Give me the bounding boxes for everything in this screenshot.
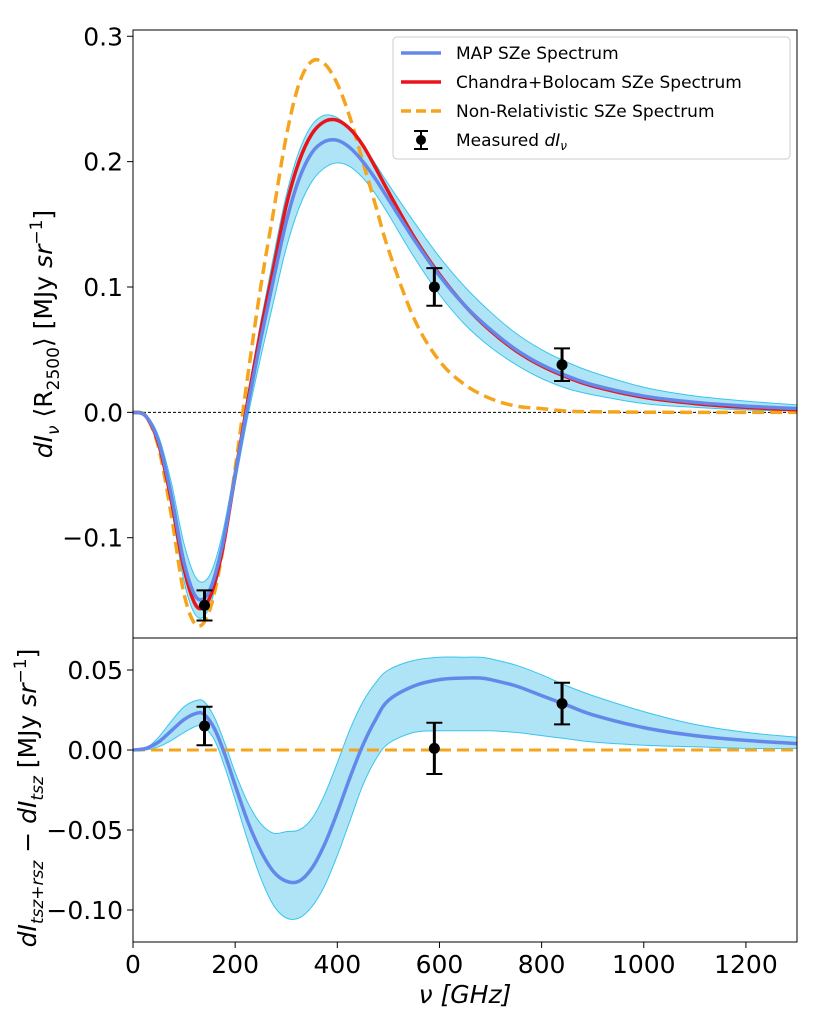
legend-label-map: MAP SZe Spectrum <box>456 44 619 64</box>
y-tick-label: −0.1 <box>62 524 123 553</box>
y-tick-label: 0.3 <box>83 22 123 51</box>
band-lower-edge <box>132 162 798 619</box>
legend-label-measured: Measured dIν <box>456 131 567 153</box>
map-uncertainty-band <box>133 114 797 619</box>
y-tick-label: −0.05 <box>46 816 123 845</box>
y-tick-label: 0.1 <box>83 273 123 302</box>
top-y-axis-label: dIν ⟨R2500⟩ [MJy sr−1] <box>27 210 64 458</box>
measured-point <box>426 267 443 307</box>
x-tick-label: 200 <box>211 950 259 979</box>
map-residual-uncertainty-band <box>133 656 797 920</box>
nonrel-sze-line <box>132 57 798 628</box>
y-tick-label: 0.00 <box>67 736 123 765</box>
x-tick-label: 600 <box>416 950 464 979</box>
x-tick-label: 400 <box>313 950 361 979</box>
measured-point <box>426 721 443 775</box>
chandra-bolocam-sze-line <box>132 117 798 611</box>
y-tick-label: 0.0 <box>83 398 123 427</box>
x-tick-label: 0 <box>125 950 141 979</box>
band-upper-edge <box>132 114 798 583</box>
x-tick-label: 800 <box>518 950 566 979</box>
bottom-y-axis-label: dItsz+rsz − dItsz [MJy sr−1] <box>11 649 48 948</box>
measured-point <box>196 589 213 622</box>
measured-point <box>196 705 213 747</box>
y-tick-label: 0.05 <box>67 656 123 685</box>
x-axis-label: ν [GHz] <box>419 980 512 1009</box>
y-tick-label: −0.10 <box>46 896 123 925</box>
legend-box <box>392 36 791 160</box>
measured-point <box>554 681 571 726</box>
band-upper-edge <box>132 656 798 835</box>
legend-label-nonrel: Non-Relativistic SZe Spectrum <box>456 102 715 122</box>
x-tick-label: 1000 <box>612 950 676 979</box>
band-lower-edge <box>132 725 798 920</box>
y-tick-label: 0.2 <box>83 148 123 177</box>
legend-label-chandra: Chandra+Bolocam SZe Spectrum <box>456 73 742 93</box>
legend: MAP SZe Spectrum Chandra+Bolocam SZe Spe… <box>392 36 791 160</box>
bottom-panel: −0.10 −0.05 0.00 0.05 0 200 400 600 800 1000 1200… <box>11 637 798 1009</box>
top-panel: −0.1 0.0 0.1 0.2 0.3 MAP SZe Spectrum Chandr… <box>27 22 798 639</box>
bottom-plot-frame <box>132 637 798 943</box>
measured-point <box>554 347 571 383</box>
map-sze-line <box>132 137 798 602</box>
x-tick-label: 1200 <box>714 950 778 979</box>
map-residual-line <box>132 676 798 885</box>
legend-swatch-measured <box>414 130 428 150</box>
